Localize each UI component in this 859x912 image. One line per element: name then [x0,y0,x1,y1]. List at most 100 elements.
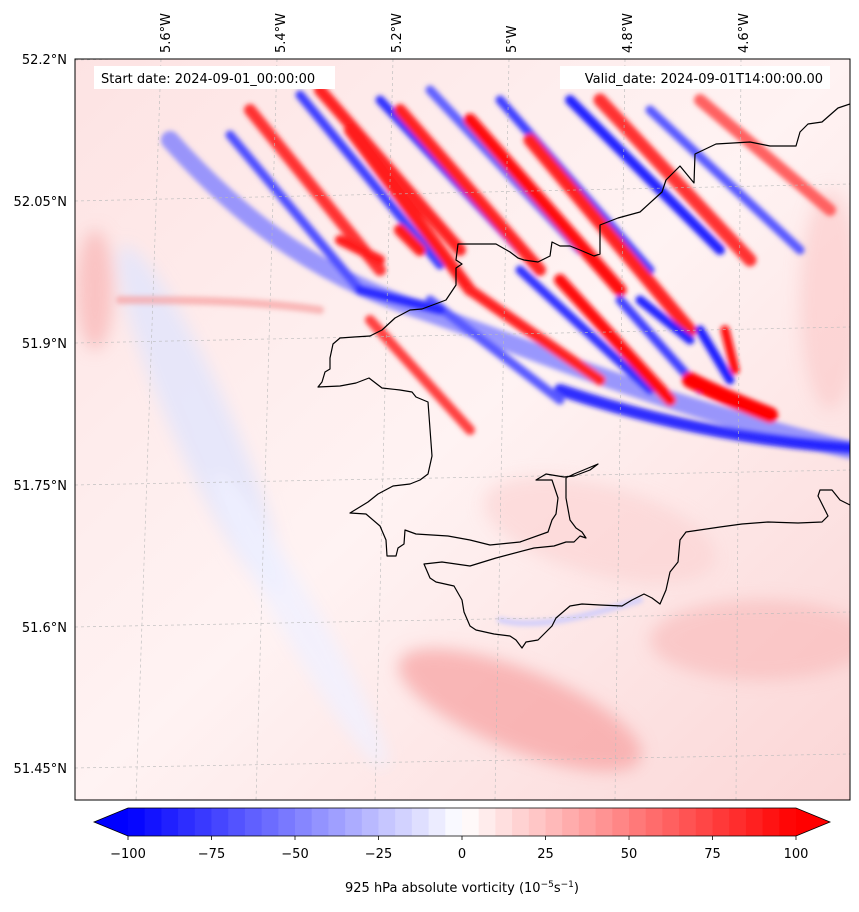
field-streak [565,95,725,255]
field-streak [593,93,757,267]
field-streak [161,131,850,459]
colorbar-segment [144,808,162,836]
colorbar-tick-label: 50 [621,847,638,862]
lat-label: 52.05°N [14,195,67,210]
lon-label: 4.6°W [737,13,752,53]
colorbar-title-mid: s [554,881,561,896]
lat-label: 51.45°N [14,762,67,777]
colorbar-segment [361,808,379,836]
map-frame [74,58,851,801]
colorbar-segment [378,808,396,836]
colorbar-segment [345,808,363,836]
field-blob [483,476,717,584]
colorbar-segment [745,808,763,836]
field-streak [695,325,735,385]
field-streak [554,274,676,406]
colorbar-segment [512,808,530,836]
colorbar-segment [729,808,747,836]
colorbar-segment [612,808,630,836]
field-streak [365,315,475,435]
broad-features [77,190,850,772]
field-streak [463,113,627,297]
field-streak [682,372,778,423]
field-streak [295,90,445,270]
colorbar-segments [128,808,797,836]
lat-label: 51.6°N [22,621,67,636]
lon-label: 5.6°W [159,13,174,53]
colorbar-segment [528,808,546,836]
colorbar-tick-label: −25 [365,847,392,862]
field-streak [645,105,805,255]
lat-label: 51.75°N [14,479,67,494]
field-streak [244,104,386,276]
colorbar-tick-label: −50 [281,847,308,862]
colorbar-title-exp1: −5 [541,880,554,890]
coastline [317,103,850,649]
colorbar-segment [629,808,647,836]
wave-streaks [116,84,850,627]
start-date-label: Start date: 2024-09-01_00:00:00 [101,72,315,87]
colorbar-segment [445,808,463,836]
colorbar-segment [545,808,563,836]
lon-label: 5°W [505,25,520,53]
colorbar-segment [228,808,246,836]
valid-date-bg [560,66,830,89]
colorbar-tick-label: −100 [110,847,146,862]
colorbar-ticks: −100 −75 −50 −25 0 25 50 75 100 [110,836,808,862]
colorbar-tick-label: 100 [784,847,809,862]
valid-date-label: Valid_date: 2024-09-01T14:00:00.00 [585,72,823,87]
colorbar-segment [178,808,196,836]
start-date-box: Start date: 2024-09-01_00:00:00 [94,66,335,89]
colorbar-segment [662,808,680,836]
colorbar-tick-label: 25 [537,847,554,862]
latitude-labels: 52.2°N 52.05°N 51.9°N 51.75°N 51.6°N 51.… [14,53,67,777]
field-streak [720,325,740,375]
colorbar-segment [328,808,346,836]
colorbar-extend-high [796,808,830,836]
field-streak [464,284,606,386]
colorbar-segment [562,808,580,836]
lon-label: 4.8°W [621,13,636,53]
field-streak [554,384,850,454]
colorbar-segment [679,808,697,836]
colorbar-segment [712,808,730,836]
colorbar-segment [128,808,146,836]
colorbar-segment [278,808,296,836]
field-streak [225,130,365,295]
field-streak [635,295,695,345]
colorbar-segment [578,808,596,836]
colorbar-tick-label: 0 [458,847,466,862]
colorbar-segment [779,808,797,836]
colorbar-segment [695,808,713,836]
colorbar-title-exp2: −1 [561,880,574,890]
colorbar-segment [295,808,313,836]
field-streak [515,265,655,395]
colorbar-segment [211,808,229,836]
colorbar-segment [478,808,496,836]
vorticity-field [75,59,850,800]
colorbar-tick-label: −75 [198,847,225,862]
longitude-labels: 5.6°W 5.4°W 5.2°W 5°W 4.8°W 4.6°W [159,13,752,53]
field-streak [344,124,476,296]
colorbar-segment [161,808,179,836]
colorbar: −100 −75 −50 −25 0 25 50 75 100 925 hPa absolute… [92,807,832,896]
colorbar-title: 925 hPa absolute vorticity (10−5s−1) [345,880,579,896]
colorbar-segment [645,808,663,836]
field-streak [335,235,385,265]
field-streak [394,104,546,276]
colorbar-segment [495,808,513,836]
colorbar-title-main: 925 hPa absolute vorticity (10 [345,881,541,896]
colorbar-extend-low [94,808,128,836]
start-date-bg [94,66,335,89]
field-blob [800,190,850,410]
colorbar-segment [595,808,613,836]
lon-label: 5.4°W [274,13,289,53]
colorbar-segment [428,808,446,836]
lon-label: 5.2°W [390,13,405,53]
colorbar-tick-label: 75 [704,847,721,862]
valid-date-box: Valid_date: 2024-09-01T14:00:00.00 [560,66,830,89]
field-streak [394,224,426,256]
colorbar-segment [261,808,279,836]
